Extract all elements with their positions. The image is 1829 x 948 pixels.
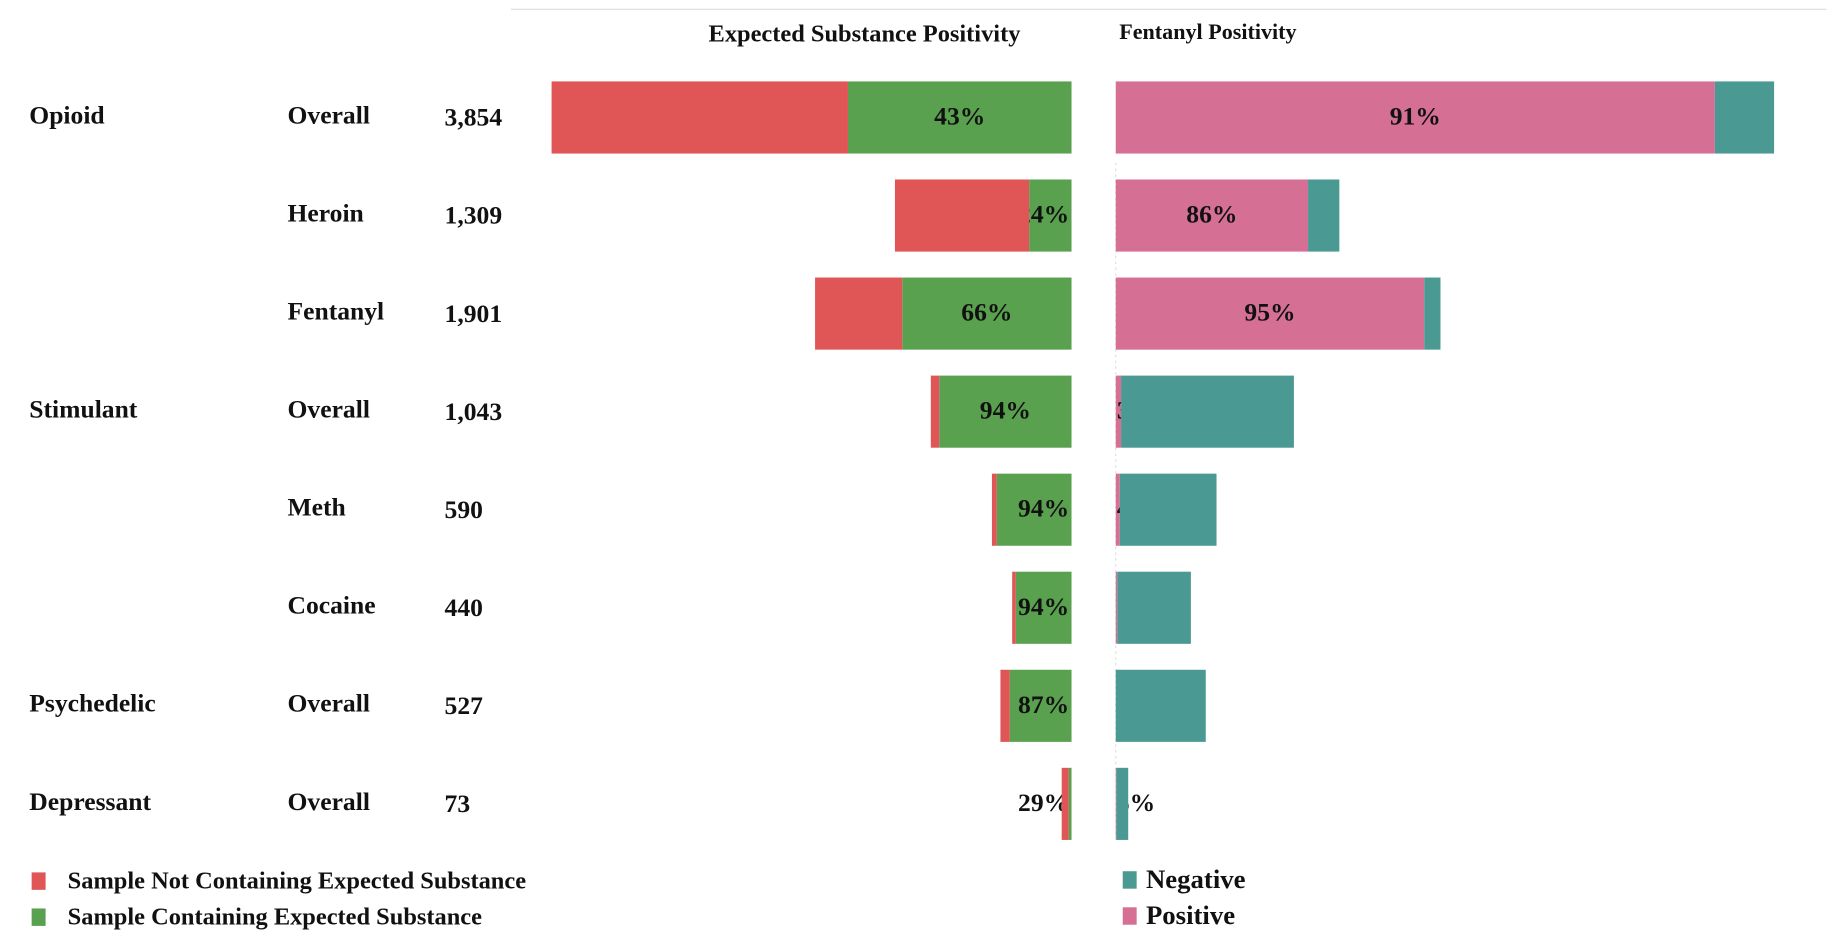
bar-segment bbox=[1115, 571, 1118, 644]
bar-segment bbox=[1121, 375, 1294, 448]
bar-segment bbox=[930, 375, 940, 448]
legend-label: Sample Containing Expected Substance bbox=[68, 904, 482, 931]
category-label: Overall bbox=[288, 787, 370, 816]
value-label: 86% bbox=[1186, 200, 1237, 229]
category-label: Heroin bbox=[288, 198, 364, 227]
legend-swatch bbox=[31, 908, 46, 926]
bar-segment bbox=[1714, 81, 1775, 154]
category-label: Cocaine bbox=[288, 591, 376, 620]
bar-segment bbox=[847, 81, 1072, 154]
group-label: Depressant bbox=[29, 787, 151, 816]
panel-title: Fentanyl Positivity bbox=[1119, 19, 1296, 44]
bar-segment bbox=[1000, 669, 1010, 742]
bar-segment bbox=[1115, 81, 1715, 154]
count-label: 1,043 bbox=[445, 397, 503, 426]
category-label: Overall bbox=[288, 395, 370, 424]
bar-segment bbox=[991, 473, 997, 546]
value-label: 66% bbox=[961, 298, 1012, 327]
legend-swatch bbox=[1122, 871, 1137, 889]
value-label: 29% bbox=[1018, 788, 1069, 817]
bar-segment bbox=[939, 375, 1072, 448]
legend-label: Positive bbox=[1146, 900, 1235, 930]
bar-segment bbox=[1012, 571, 1016, 644]
bar-segment bbox=[902, 277, 1072, 350]
value-label: 94% bbox=[1018, 494, 1069, 523]
bar-segment bbox=[1029, 179, 1072, 252]
bar-segment bbox=[1117, 571, 1191, 644]
bar-segment bbox=[1015, 571, 1072, 644]
bar-segment bbox=[894, 179, 1030, 252]
bar-segment bbox=[996, 473, 1072, 546]
count-label: 73 bbox=[445, 789, 471, 818]
value-label: 95% bbox=[1244, 298, 1295, 327]
value-label: 43% bbox=[934, 102, 985, 131]
count-label: 527 bbox=[445, 691, 484, 720]
bar-segment bbox=[551, 81, 848, 154]
bar-segment bbox=[1119, 473, 1217, 546]
value-label: 91% bbox=[1390, 102, 1441, 131]
group-label: Psychedelic bbox=[29, 689, 155, 718]
bar-segment bbox=[1116, 767, 1129, 840]
bar-segment bbox=[1115, 669, 1206, 742]
count-label: 590 bbox=[445, 495, 483, 524]
value-label: 94% bbox=[1018, 592, 1069, 621]
bar-segment bbox=[1308, 179, 1340, 252]
bar-segment bbox=[1115, 767, 1117, 840]
category-label: Fentanyl bbox=[288, 296, 385, 325]
bar-segment bbox=[1115, 473, 1120, 546]
count-label: 1,309 bbox=[445, 201, 503, 230]
category-label: Overall bbox=[288, 100, 370, 129]
bar-segment bbox=[1061, 767, 1069, 840]
group-label: Opioid bbox=[29, 100, 104, 129]
bar-segment bbox=[1115, 375, 1122, 448]
count-label: 440 bbox=[445, 593, 483, 622]
legend-swatch bbox=[1122, 907, 1137, 925]
bar-segment bbox=[815, 277, 903, 350]
value-label: 94% bbox=[980, 396, 1031, 425]
legend-label: Sample Not Containing Expected Substance bbox=[68, 867, 527, 894]
bar-segment bbox=[1424, 277, 1441, 350]
bar-segment bbox=[1115, 277, 1425, 350]
count-label: 1,901 bbox=[445, 299, 503, 328]
bar-segment bbox=[1115, 179, 1309, 252]
group-label: Stimulant bbox=[29, 395, 138, 424]
bar-segment bbox=[1009, 669, 1072, 742]
legend-swatch bbox=[31, 872, 46, 890]
value-label: 87% bbox=[1018, 690, 1069, 719]
bar-segment bbox=[1068, 767, 1072, 840]
category-label: Meth bbox=[288, 493, 346, 522]
count-label: 3,854 bbox=[445, 103, 503, 132]
category-label: Overall bbox=[288, 689, 370, 718]
panel-title: Expected Substance Positivity bbox=[709, 21, 1021, 48]
legend-label: Negative bbox=[1146, 864, 1246, 894]
